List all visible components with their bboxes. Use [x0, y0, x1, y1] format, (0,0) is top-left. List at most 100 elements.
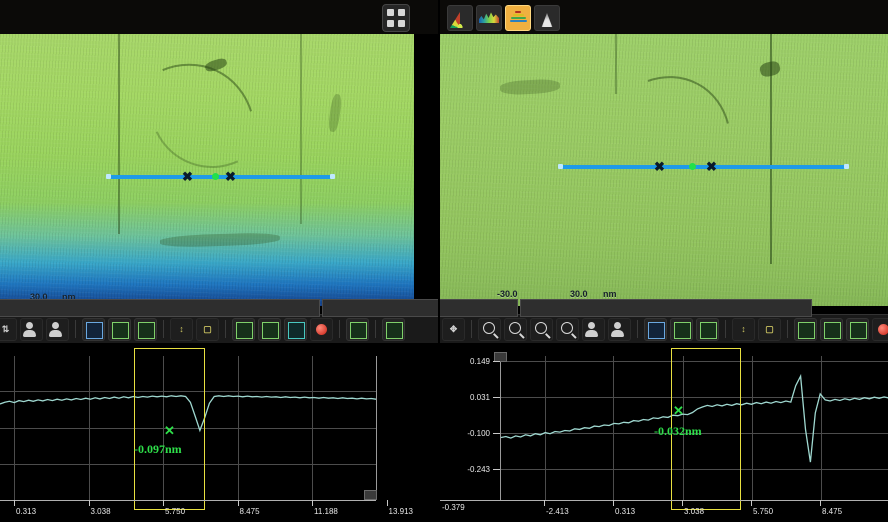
panel-divider[interactable]	[438, 0, 440, 522]
person-right-icon[interactable]	[46, 317, 69, 341]
measure-a-icon[interactable]	[794, 317, 817, 341]
layer-stack-icon[interactable]	[505, 5, 531, 31]
image-levels-icon[interactable]	[696, 317, 719, 341]
x-tick	[312, 500, 313, 506]
left-trace-svg	[0, 395, 376, 433]
selection-box[interactable]	[134, 348, 205, 510]
scale-value-label: 30.0	[30, 292, 48, 302]
zoom-fit-v-icon[interactable]	[530, 317, 553, 341]
x-cursor-marker[interactable]	[673, 404, 684, 417]
profile-line[interactable]	[108, 175, 333, 179]
profile-endpoint[interactable]	[558, 164, 563, 169]
zoom-fit-h-icon[interactable]	[556, 317, 579, 341]
x-tick	[14, 500, 15, 506]
fit-window-icon[interactable]	[644, 317, 667, 341]
person-right-icon[interactable]	[608, 317, 631, 341]
y-axis-min-label: -0.379	[442, 503, 465, 512]
profile-midpoint[interactable]	[689, 163, 696, 170]
mountain-plot-icon[interactable]	[447, 5, 473, 31]
left-chart: -0.097nm 0.313 3.038 5.750 8.475 11.188 13.91…	[0, 348, 438, 522]
report-icon[interactable]	[382, 317, 405, 341]
measure-glyph-icon	[824, 321, 841, 339]
toolbar-separator	[787, 320, 788, 338]
scale-unit-label: nm	[603, 289, 617, 299]
measure-a-icon[interactable]	[232, 317, 255, 341]
pan-icon[interactable]: ✥	[442, 317, 465, 341]
gridline	[613, 356, 614, 500]
gridline	[0, 464, 376, 465]
cursor-marker-b[interactable]	[705, 160, 718, 173]
window-strip	[520, 299, 812, 317]
image-green-icon[interactable]	[108, 317, 131, 341]
measure-b-icon[interactable]	[258, 317, 281, 341]
measure-b-icon[interactable]	[820, 317, 843, 341]
profile-line[interactable]	[560, 165, 848, 169]
toolbar-separator	[225, 320, 226, 338]
fit-window-icon[interactable]	[82, 317, 105, 341]
record-icon[interactable]	[872, 317, 888, 341]
x-tick-label: -2.413	[546, 507, 569, 516]
person-left-icon[interactable]	[582, 317, 605, 341]
measure-c-icon[interactable]	[284, 317, 307, 341]
crop-icon[interactable]: ▢	[196, 317, 219, 341]
toolbar-separator	[725, 320, 726, 338]
image-green-icon[interactable]	[670, 317, 693, 341]
left-panel: 30.0 nm ⇅	[0, 0, 438, 522]
right-top-toolbar	[440, 0, 888, 34]
x-tick-label: 8.475	[822, 507, 843, 516]
cursor-marker-a[interactable]	[181, 170, 194, 183]
fit-glyph-icon	[86, 321, 103, 339]
waveform-plot-icon[interactable]	[476, 5, 502, 31]
person-left-icon[interactable]	[20, 317, 43, 341]
image-levels-icon[interactable]	[134, 317, 157, 341]
x-tick-label: 5.750	[165, 507, 186, 516]
measure-glyph-icon	[798, 321, 815, 339]
measure-glyph-icon	[288, 321, 305, 339]
ruler-icon[interactable]: ↕	[170, 317, 193, 341]
x-cursor-marker[interactable]	[164, 424, 175, 437]
x-tick	[386, 500, 388, 506]
toolbar-separator	[471, 320, 472, 338]
arrow-updown-icon[interactable]: ⇅	[0, 317, 17, 341]
scale-unit-label: nm	[62, 292, 76, 302]
profile-endpoint[interactable]	[330, 174, 335, 179]
axis-unit-badge	[364, 490, 377, 500]
fit-window-button[interactable]	[382, 4, 410, 32]
left-afm-image[interactable]: 30.0 nm	[0, 34, 414, 306]
zoom-in-icon[interactable]	[478, 317, 501, 341]
toolbar-separator	[637, 320, 638, 338]
right-plot-area[interactable]: -0.032nm	[500, 348, 888, 510]
selection-box[interactable]	[671, 348, 741, 510]
bell-curve-icon[interactable]	[534, 5, 560, 31]
magnifier-glyph-icon	[509, 321, 521, 334]
profile-endpoint[interactable]	[844, 164, 849, 169]
x-axis	[440, 500, 888, 501]
ruler-icon[interactable]: ↕	[732, 317, 755, 341]
cursor-marker-b[interactable]	[224, 170, 237, 183]
export-icon[interactable]	[346, 317, 369, 341]
fit-quadrant-icon	[398, 9, 405, 16]
image-glyph-icon	[112, 321, 129, 339]
crop-icon[interactable]: ▢	[758, 317, 781, 341]
zoom-out-icon[interactable]	[504, 317, 527, 341]
x-tick	[544, 500, 545, 506]
y-tick	[493, 469, 500, 470]
profile-midpoint[interactable]	[212, 173, 219, 180]
profile-endpoint[interactable]	[106, 174, 111, 179]
cursor-marker-a[interactable]	[653, 160, 666, 173]
scale-min-label: -30.0	[497, 289, 518, 299]
x-tick	[751, 500, 752, 506]
topography-surface	[0, 34, 414, 306]
gridline	[752, 356, 753, 500]
right-afm-image[interactable]: -30.0 30.0 nm ⚙	[440, 34, 888, 306]
gridline	[312, 356, 313, 500]
toolbar-separator	[163, 320, 164, 338]
right-chart: -0.032nm -2.4130.3133.0385.7508.47511.18…	[440, 348, 888, 522]
measure-c-icon[interactable]	[846, 317, 869, 341]
gridline	[501, 361, 888, 362]
record-icon[interactable]	[310, 317, 333, 341]
x-tick-label: 3.038	[90, 507, 111, 516]
x-tick-label: 0.313	[16, 507, 37, 516]
fit-glyph-icon	[648, 321, 665, 339]
left-plot-area[interactable]: -0.097nm	[0, 348, 377, 510]
